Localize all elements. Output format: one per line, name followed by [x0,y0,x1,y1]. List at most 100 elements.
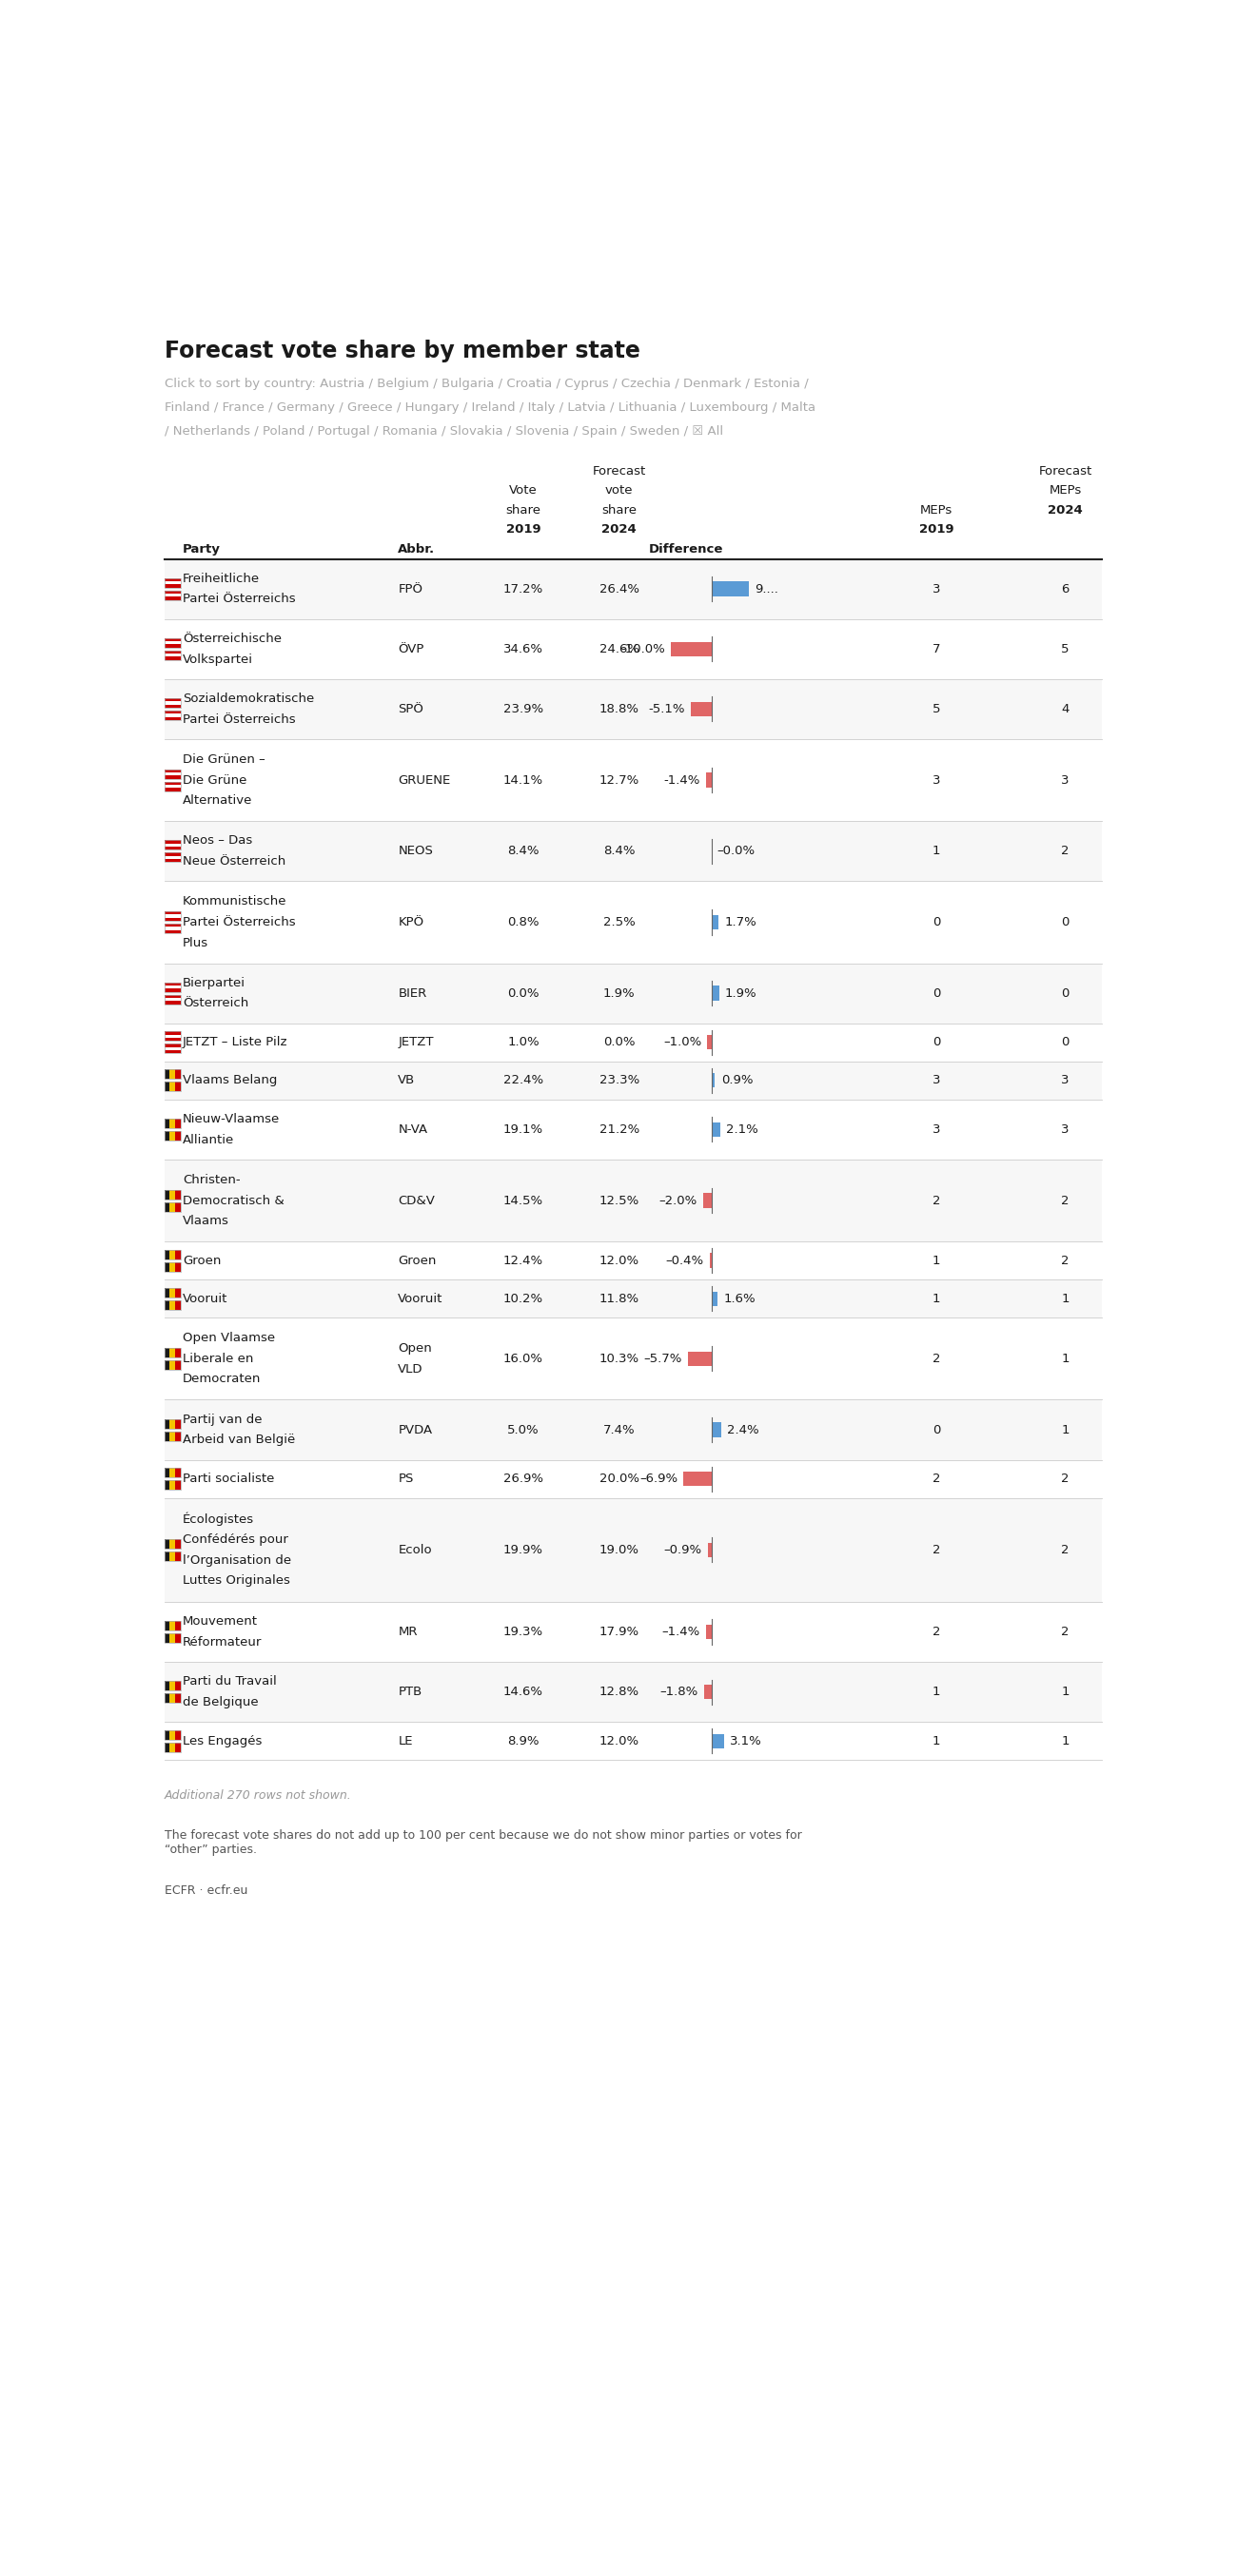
Bar [165,1131,181,1141]
Bar [711,914,719,930]
Text: Difference: Difference [648,544,724,556]
Text: 1: 1 [1061,1352,1070,1365]
Text: 1: 1 [933,1734,940,1747]
Text: JETZT: JETZT [398,1036,434,1048]
Text: Open: Open [398,1342,432,1355]
Text: Réformateur: Réformateur [183,1636,262,1649]
Text: 1.7%: 1.7% [724,917,756,927]
Text: -10.0%: -10.0% [621,644,666,654]
Bar [174,1190,181,1198]
Bar [165,927,181,930]
Text: 8.9%: 8.9% [507,1734,539,1747]
Bar [169,1481,174,1489]
Bar [165,788,181,791]
Bar [165,1249,169,1260]
Bar [174,1082,181,1092]
Bar [169,1432,174,1440]
Bar [169,1551,174,1561]
Text: Open Vlaamse: Open Vlaamse [183,1332,275,1345]
Text: 20.0%: 20.0% [599,1473,640,1484]
Text: MEPs: MEPs [1049,484,1081,497]
Text: 0: 0 [1061,987,1069,999]
Text: Abbr.: Abbr. [398,544,435,556]
Text: 2.5%: 2.5% [604,917,636,927]
Text: –1.8%: –1.8% [659,1685,698,1698]
Text: Neue Österreich: Neue Österreich [183,855,286,868]
Text: 6: 6 [1061,582,1069,595]
Text: 14.5%: 14.5% [503,1195,543,1206]
Bar [165,840,181,842]
Bar [706,773,711,788]
Bar [165,925,181,933]
Bar [169,1347,174,1358]
Bar [165,853,181,855]
Text: –1.4%: –1.4% [662,1625,700,1638]
Bar [165,925,181,927]
Bar [165,987,181,989]
Bar [165,1419,181,1427]
Bar [165,1043,181,1054]
Bar [165,559,1102,618]
Bar [710,1255,711,1267]
Bar [711,1734,724,1749]
Text: 0: 0 [933,1425,940,1435]
Text: Groen: Groen [183,1255,221,1267]
Text: VLD: VLD [398,1363,423,1376]
Bar [174,1118,181,1128]
Bar [165,786,181,788]
Text: –0.4%: –0.4% [666,1255,704,1267]
Bar [165,1731,181,1739]
Text: Österreich: Österreich [183,997,249,1010]
Text: 22.4%: 22.4% [503,1074,543,1087]
Text: 5: 5 [933,703,940,716]
Text: 3: 3 [1061,1123,1070,1136]
Bar [165,1419,169,1427]
Bar [165,781,181,786]
Bar [165,698,181,701]
Text: BIER: BIER [398,987,427,999]
Text: -1.4%: -1.4% [663,773,700,786]
Text: 2: 2 [933,1473,940,1484]
Text: ÖVP: ÖVP [398,644,424,654]
Bar [165,1061,1102,1100]
Bar [174,1203,181,1211]
Bar [165,1249,181,1260]
Bar [169,1419,174,1427]
Bar [174,1432,181,1440]
Text: 2: 2 [1061,1473,1070,1484]
Bar [165,639,181,641]
Text: Liberale en: Liberale en [183,1352,254,1365]
Text: Parti du Travail: Parti du Travail [183,1674,277,1687]
Bar [165,1082,169,1092]
Bar [165,1481,181,1489]
Text: Partei Österreichs: Partei Österreichs [183,714,296,726]
Text: Plus: Plus [183,938,209,948]
Text: 0: 0 [1061,917,1069,927]
Text: Partei Österreichs: Partei Österreichs [183,592,296,605]
Text: 7.4%: 7.4% [604,1425,636,1435]
Bar [706,1625,711,1638]
Bar [165,1301,181,1309]
Text: 12.8%: 12.8% [599,1685,640,1698]
Bar [174,1481,181,1489]
Bar [165,698,181,708]
Bar [174,1249,181,1260]
Bar [165,930,181,933]
Bar [165,1118,181,1128]
Bar [165,1360,181,1370]
Bar [169,1620,174,1631]
Text: Alternative: Alternative [183,793,252,806]
Text: 1.6%: 1.6% [724,1293,756,1306]
Bar [174,1131,181,1141]
Bar [165,1051,181,1054]
Text: 17.9%: 17.9% [599,1625,640,1638]
Text: Alliantie: Alliantie [183,1133,234,1146]
Text: Freiheitliche: Freiheitliche [183,572,260,585]
Bar [165,1262,169,1273]
Bar [711,1422,721,1437]
Text: 2.1%: 2.1% [726,1123,758,1136]
Bar [670,641,711,657]
Text: Sozialdemokratische: Sozialdemokratische [183,693,314,706]
Text: NEOS: NEOS [398,845,433,858]
Text: PTB: PTB [398,1685,422,1698]
